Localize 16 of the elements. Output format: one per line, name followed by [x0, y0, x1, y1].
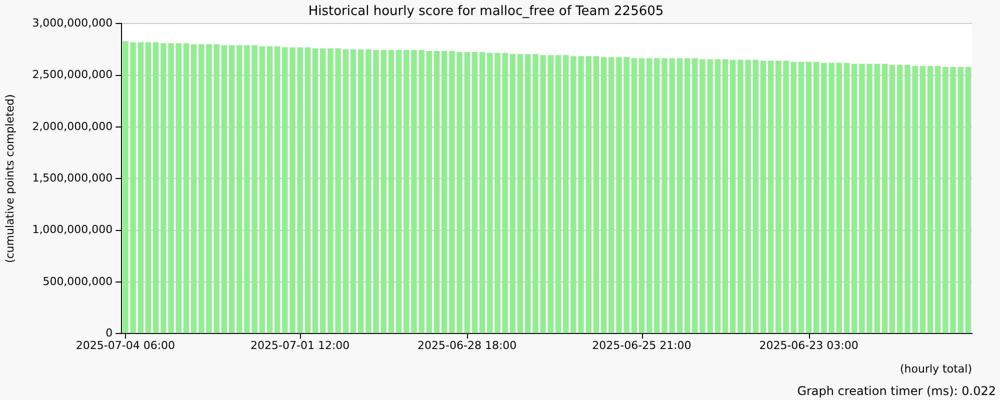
x-axis-title: (hourly total): [900, 362, 972, 376]
text: Graph creation timer (ms): 0.022: [797, 384, 996, 398]
y-tick-label: 3,000,000,000: [32, 16, 113, 30]
x-tick-label: 2025-07-01 12:00: [250, 339, 350, 352]
y-tick-label: 0: [106, 326, 113, 340]
y-tick-label: 2,500,000,000: [32, 68, 113, 82]
y-axis-title: (cumulative points completed): [3, 94, 16, 264]
y-tick-label: 1,500,000,000: [32, 171, 113, 184]
y-tick-label: 500,000,000: [42, 274, 113, 288]
y-tick-label: 1,000,000,000: [32, 223, 113, 236]
x-tick-label: 2025-06-25 21:00: [592, 339, 692, 352]
x-tick-label: 2025-06-28 18:00: [418, 339, 517, 352]
chart-title: Historical hourly score for malloc_free of Team 225605: [308, 4, 664, 20]
x-tick-label: 2025-06-23 03:00: [759, 339, 858, 352]
y-tick-label: 2,000,000,000: [32, 120, 113, 133]
x-tick-label: 2025-07-04 06:00: [76, 339, 176, 352]
